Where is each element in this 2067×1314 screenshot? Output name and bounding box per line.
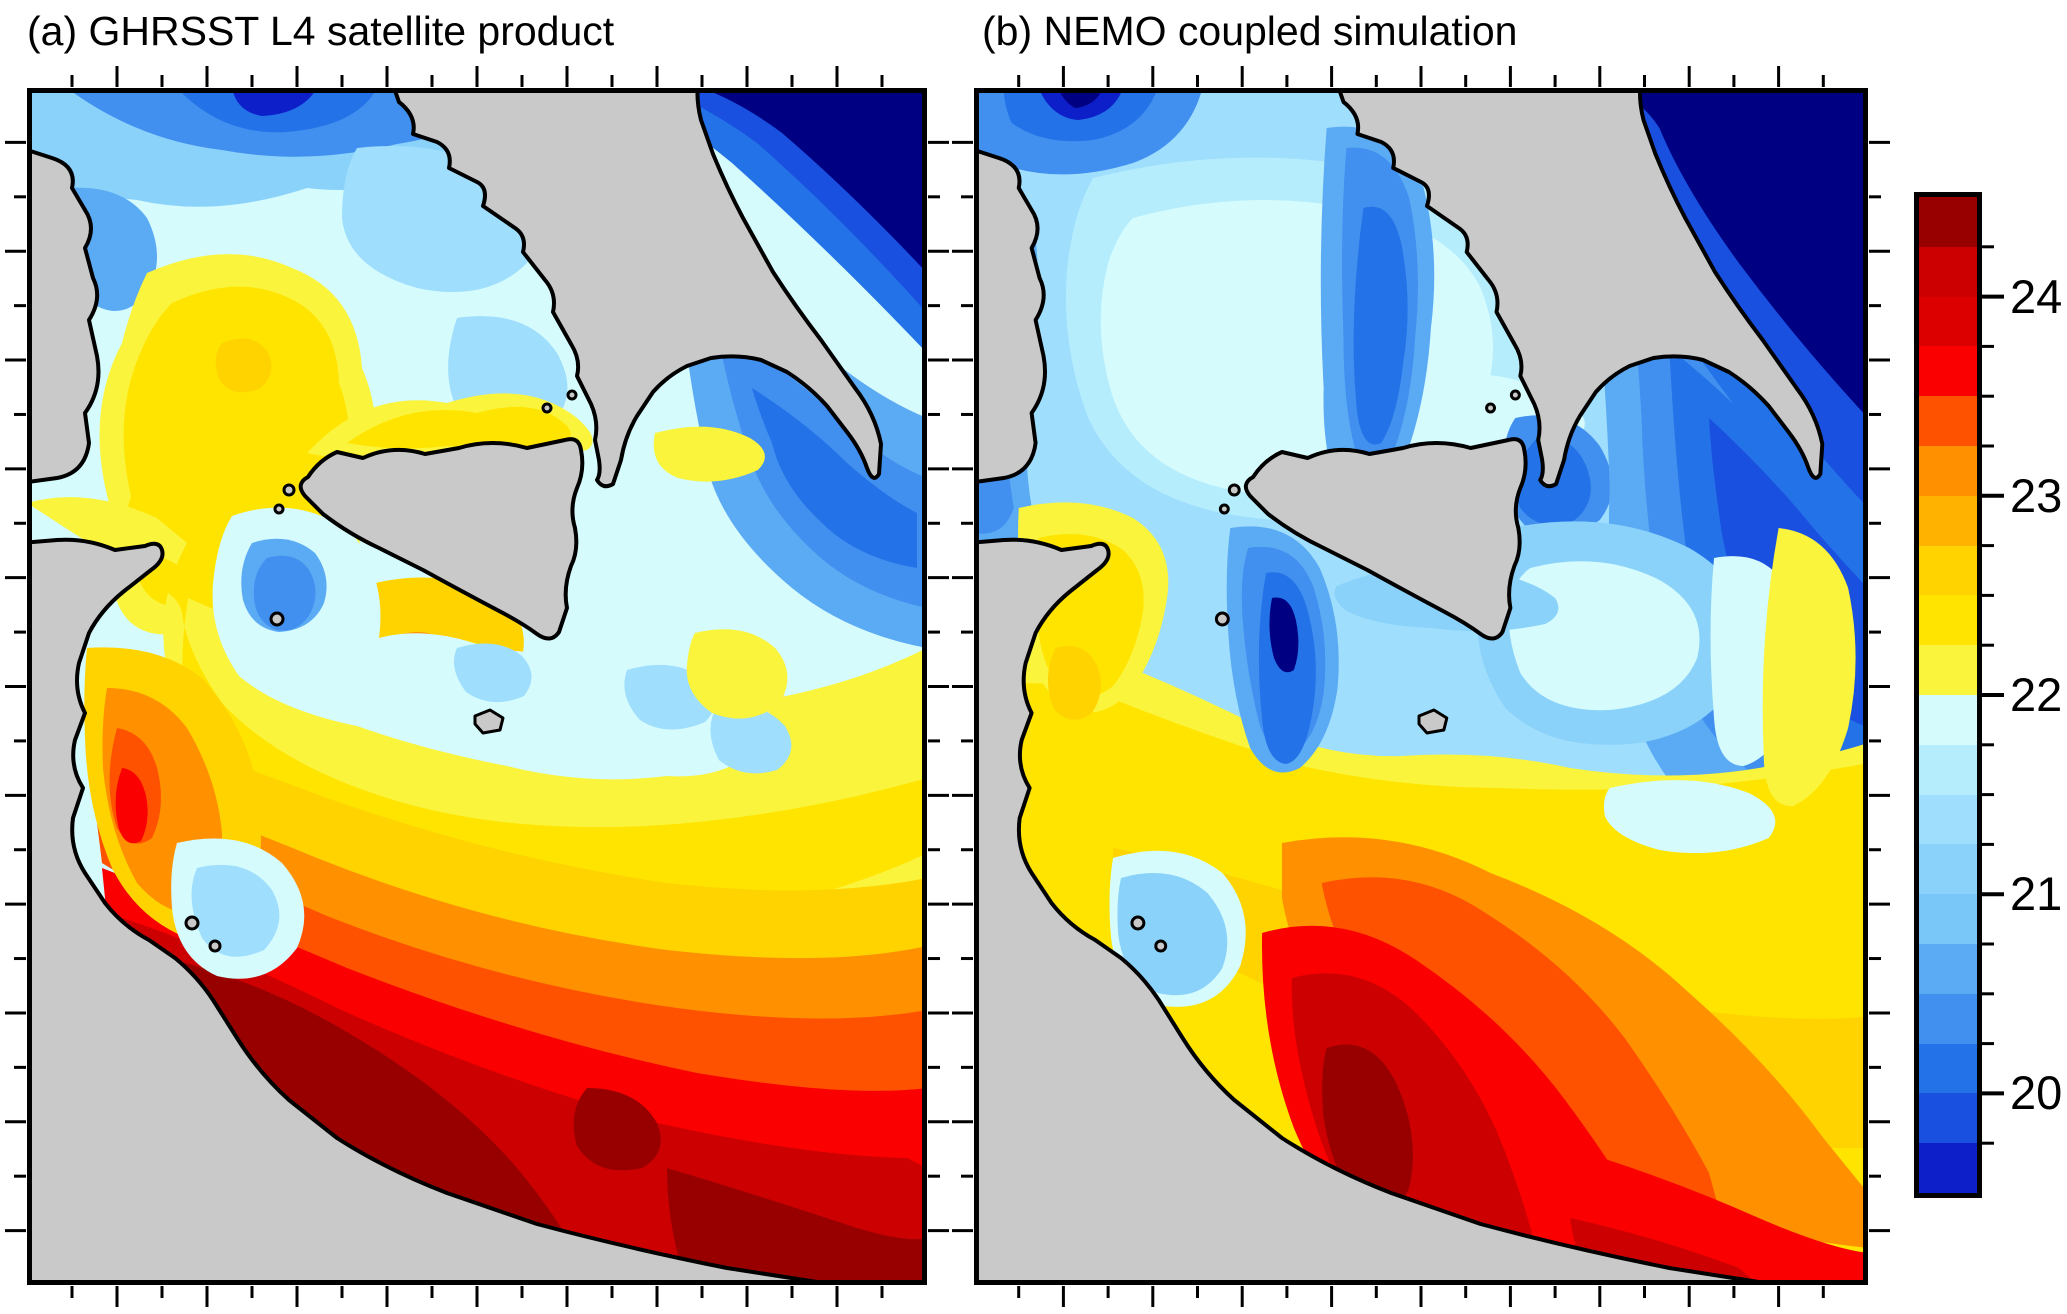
- colorbar-segment-b2025: [1919, 993, 1977, 1044]
- north-navy-spot: [232, 88, 317, 116]
- upwelling-navy-core: [1269, 597, 1299, 673]
- colorbar-segment-y225: [1919, 545, 1977, 596]
- panel-b-svg: [974, 88, 1868, 1285]
- gabes-lightblue-core: [1117, 873, 1228, 996]
- colorbar-segment-y2275: [1919, 495, 1977, 546]
- colorbar-segment-r240: [1919, 246, 1977, 297]
- panel-a-title: (a) GHRSST L4 satellite product: [27, 8, 615, 54]
- south-maroon-speck: [573, 1088, 661, 1171]
- colorbar-segment-r2375: [1919, 296, 1977, 347]
- channel-cyan-spot-2: [710, 704, 792, 774]
- colorbar-label-22: 22: [2010, 668, 2063, 721]
- north-sicily-yellow-core: [347, 406, 571, 449]
- ionian-yellow-patch-1: [653, 426, 765, 482]
- colorbar-segment-r235: [1919, 346, 1977, 397]
- colorbar-label-21: 21: [2010, 867, 2063, 921]
- colorbar-segment-r2425: [1919, 197, 1977, 247]
- south-gold-band: [97, 718, 927, 966]
- colorbar-segment-b210: [1919, 844, 1977, 895]
- south-orangered-band: [97, 823, 927, 1101]
- colorbar: [1914, 192, 1982, 1198]
- yellow-pale-swirl: [1603, 780, 1776, 854]
- south-maroon-core-southeast: [667, 1168, 927, 1285]
- colorbar-segment-b2125: [1919, 794, 1977, 845]
- tyrrhenian-filament-core: [1353, 206, 1408, 445]
- colorbar-segment-b2075: [1919, 894, 1977, 944]
- panel-b-title: (b) NEMO coupled simulation: [982, 8, 1518, 54]
- channel-cyan-spot-3: [454, 643, 532, 703]
- colorbar-segment-b1975: [1919, 1093, 1977, 1144]
- adriatic-navy: [702, 88, 927, 273]
- west-sicily-gold-spot: [1047, 646, 1101, 720]
- colorbar-label-23: 23: [2010, 468, 2063, 522]
- colorbar-segment-o230: [1919, 445, 1977, 496]
- colorbar-segment-y2225: [1919, 595, 1977, 646]
- panel-b-border: [974, 88, 1868, 1285]
- panel-b-map: [974, 88, 1868, 1285]
- ionian-yellow-patch-2: [686, 629, 788, 719]
- channel-cyan-pool: [212, 507, 769, 780]
- south-orange-band: [92, 778, 927, 1047]
- gabes-cyan-core: [191, 864, 280, 957]
- colorbar-label-24: 24: [2010, 269, 2063, 323]
- south-maroon-core-west: [167, 958, 592, 1285]
- panel-a-map: [27, 88, 927, 1285]
- colorbar-label-20: 20: [2010, 1066, 2063, 1120]
- taranto-blue-core: [752, 388, 917, 568]
- colorbar-segment-b205: [1919, 943, 1977, 994]
- pantelleria-blue-core: [253, 555, 316, 631]
- colorbar-segment-o2325: [1919, 396, 1977, 446]
- colorbar-segment-b215: [1919, 744, 1977, 795]
- southeast-tongue-pale: [1508, 561, 1700, 711]
- colorbar-segment-b2175: [1919, 694, 1977, 745]
- colorbar-segment-b195: [1919, 1143, 1977, 1193]
- panel-a-svg: [27, 88, 927, 1285]
- west-tyrrhenian-gold-speck: [215, 338, 272, 393]
- panel-a-border: [27, 88, 927, 1285]
- colorbar-segment-b200: [1919, 1043, 1977, 1094]
- colorbar-segment-y220: [1919, 645, 1977, 695]
- adriatic-navy: [1609, 88, 1868, 418]
- tunisia-coastal-red: [115, 768, 148, 844]
- right-edge-yellow-finger: [1762, 528, 1856, 807]
